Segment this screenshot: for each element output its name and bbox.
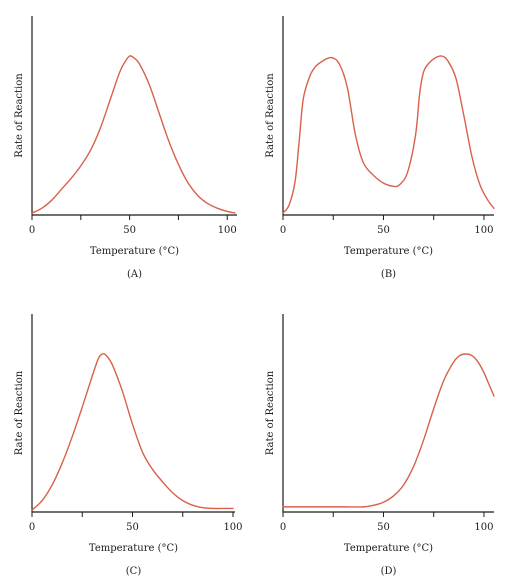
x-tick-label: 0 [29, 225, 35, 236]
x-tick-label: 50 [377, 522, 390, 533]
x-tick-label: 100 [223, 522, 242, 533]
panel-label: (C) [126, 566, 142, 577]
x-tick-label: 50 [126, 522, 139, 533]
chart-panel: 0 50 100 Temperature (°C) Rate of Reaction (D… [265, 314, 495, 577]
y-axis-label: Rate of Reaction [265, 370, 276, 455]
chart-panel: 0 50 100 Temperature (°C) Rate of Reaction (C… [14, 314, 243, 577]
panel-label: (A) [127, 269, 142, 280]
chart-panel: 0 50 100 Temperature (°C) Rate of Reaction (A… [14, 16, 237, 280]
x-axis-label: Temperature (°C) [90, 246, 179, 257]
y-axis-label: Rate of Reaction [265, 73, 276, 158]
x-tick-label: 0 [280, 522, 286, 533]
x-axis-label: Temperature (°C) [344, 543, 433, 554]
rate-curve [31, 55, 236, 214]
x-tick-label: 0 [29, 522, 35, 533]
rate-curve [282, 353, 495, 508]
chart-panel: 0 50 100 Temperature (°C) Rate of Reaction (B… [265, 16, 495, 280]
x-tick-label: 50 [377, 225, 390, 236]
x-axis-label: Temperature (°C) [344, 246, 433, 257]
x-tick-label: 100 [474, 225, 493, 236]
x-tick-label: 100 [218, 225, 237, 236]
x-tick-label: 50 [123, 225, 136, 236]
y-axis-label: Rate of Reaction [14, 370, 25, 455]
x-tick-label: 100 [474, 522, 493, 533]
rate-curve [31, 353, 234, 511]
panel-label: (B) [381, 269, 396, 280]
x-axis-label: Temperature (°C) [89, 543, 178, 554]
rate-curve [282, 55, 495, 214]
y-axis-label: Rate of Reaction [14, 73, 25, 158]
panel-label: (D) [381, 566, 397, 577]
x-tick-label: 0 [280, 225, 286, 236]
